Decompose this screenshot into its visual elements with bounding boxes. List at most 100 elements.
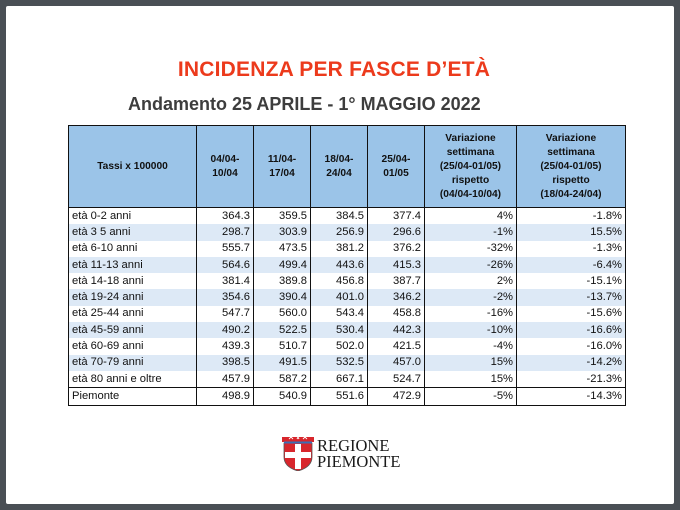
table-row: età 45-59 anni 490.2 522.5 530.4 442.3 -10% -1… xyxy=(68,322,626,339)
table-body: età 0-2 anni 364.3 359.5 384.5 377.4 4% -1.8% e… xyxy=(68,207,626,406)
table-cell: 384.5 xyxy=(310,207,368,225)
table-cell: 387.7 xyxy=(367,273,425,290)
table-cell: 456.8 xyxy=(310,273,368,290)
table-cell: 381.2 xyxy=(310,240,368,257)
table-row: Piemonte 498.9 540.9 551.6 472.9 -5% -14.3% xyxy=(68,387,626,406)
table-cell: 4% xyxy=(424,207,517,225)
row-label: età 60-69 anni xyxy=(68,338,197,355)
header-cell-rate: Tassi x 100000 xyxy=(68,125,197,208)
slide-title: INCIDENZA PER FASCE D’ETÀ xyxy=(177,58,491,81)
table-cell: 543.4 xyxy=(310,305,368,323)
table-row: età 70-79 anni 398.5 491.5 532.5 457.0 15% -14… xyxy=(68,354,626,371)
table-cell: 377.4 xyxy=(367,207,425,225)
table-cell: 540.9 xyxy=(253,387,311,406)
row-label: età 14-18 anni xyxy=(68,273,197,290)
table-cell: 359.5 xyxy=(253,207,311,225)
header-cell-week: 11/04- 17/04 xyxy=(253,125,311,208)
table-cell: -21.3% xyxy=(516,370,626,388)
table-row: età 3 5 anni 298.7 303.9 256.9 296.6 -1% 15.5% xyxy=(68,224,626,241)
header-cell-week: 25/04- 01/05 xyxy=(367,125,425,208)
table-cell: 439.3 xyxy=(196,338,254,355)
table-cell: 15% xyxy=(424,354,517,371)
table-cell: -2% xyxy=(424,289,517,306)
table-cell: 587.2 xyxy=(253,370,311,388)
table-cell: 389.8 xyxy=(253,273,311,290)
table-header-row: Tassi x 100000 04/04- 10/04 11/04- 17/04 18/0… xyxy=(68,125,626,208)
table-row: età 80 anni e oltre 457.9 587.2 667.1 524.7 1… xyxy=(68,370,626,388)
row-label: età 70-79 anni xyxy=(68,354,197,371)
table-cell: 491.5 xyxy=(253,354,311,371)
row-label: età 3 5 anni xyxy=(68,224,197,241)
table-cell: -10% xyxy=(424,322,517,339)
table-cell: 15.5% xyxy=(516,224,626,241)
table-row: età 14-18 anni 381.4 389.8 456.8 387.7 2% -15.… xyxy=(68,273,626,290)
table-cell: 510.7 xyxy=(253,338,311,355)
table-cell: 303.9 xyxy=(253,224,311,241)
header-cell-week: 04/04- 10/04 xyxy=(196,125,254,208)
table-cell: 547.7 xyxy=(196,305,254,323)
table-cell: 473.5 xyxy=(253,240,311,257)
table-cell: 522.5 xyxy=(253,322,311,339)
table-cell: 2% xyxy=(424,273,517,290)
table-cell: 398.5 xyxy=(196,354,254,371)
regione-piemonte-logo: REGIONE PIEMONTE xyxy=(282,437,400,471)
table-cell: -4% xyxy=(424,338,517,355)
row-label: Piemonte xyxy=(68,387,197,406)
table-cell: 296.6 xyxy=(367,224,425,241)
row-label: età 11-13 anni xyxy=(68,256,197,274)
table-row: età 0-2 anni 364.3 359.5 384.5 377.4 4% -1.8% xyxy=(68,207,626,225)
table-cell: 524.7 xyxy=(367,370,425,388)
table-cell: 364.3 xyxy=(196,207,254,225)
table-cell: 667.1 xyxy=(310,370,368,388)
table-cell: 457.9 xyxy=(196,370,254,388)
table-cell: 502.0 xyxy=(310,338,368,355)
incidence-table: Tassi x 100000 04/04- 10/04 11/04- 17/04 18/0… xyxy=(68,125,626,406)
slide-subtitle: Andamento 25 APRILE - 1° MAGGIO 2022 xyxy=(128,94,481,114)
table-cell: 532.5 xyxy=(310,354,368,371)
table-cell: -14.3% xyxy=(516,387,626,406)
row-label: età 6-10 anni xyxy=(68,240,197,257)
table-cell: 498.9 xyxy=(196,387,254,406)
piemonte-coat-of-arms-icon xyxy=(282,437,314,471)
table-cell: -26% xyxy=(424,256,517,274)
table-cell: 401.0 xyxy=(310,289,368,306)
table-cell: -16.0% xyxy=(516,338,626,355)
table-row: età 11-13 anni 564.6 499.4 443.6 415.3 -26% -6… xyxy=(68,256,626,274)
row-label: età 0-2 anni xyxy=(68,207,197,225)
table-cell: 442.3 xyxy=(367,322,425,339)
header-cell-variation: Variazione settimana (25/04-01/05) rispetto… xyxy=(516,125,626,208)
table-cell: 564.6 xyxy=(196,256,254,274)
row-label: età 19-24 anni xyxy=(68,289,197,306)
logo-line-regione: REGIONE xyxy=(317,436,390,455)
table-cell: -16% xyxy=(424,305,517,323)
row-label: età 45-59 anni xyxy=(68,322,197,339)
table-cell: 415.3 xyxy=(367,256,425,274)
header-cell-week: 18/04- 24/04 xyxy=(310,125,368,208)
table-row: età 25-44 anni 547.7 560.0 543.4 458.8 -16% -1… xyxy=(68,305,626,323)
table-cell: 354.6 xyxy=(196,289,254,306)
table-cell: 381.4 xyxy=(196,273,254,290)
table-cell: 560.0 xyxy=(253,305,311,323)
table-cell: 457.0 xyxy=(367,354,425,371)
table-cell: 458.8 xyxy=(367,305,425,323)
header-cell-variation: Variazione settimana (25/04-01/05) rispetto… xyxy=(424,125,517,208)
table-cell: -15.6% xyxy=(516,305,626,323)
table-row: età 60-69 anni 439.3 510.7 502.0 421.5 -4% -16… xyxy=(68,338,626,355)
table-cell: 15% xyxy=(424,370,517,388)
table-cell: 346.2 xyxy=(367,289,425,306)
table-cell: 490.2 xyxy=(196,322,254,339)
row-label: età 25-44 anni xyxy=(68,305,197,323)
table-cell: 443.6 xyxy=(310,256,368,274)
table-cell: -5% xyxy=(424,387,517,406)
table-cell: 555.7 xyxy=(196,240,254,257)
table-cell: -6.4% xyxy=(516,256,626,274)
table-cell: -1% xyxy=(424,224,517,241)
table-cell: 551.6 xyxy=(310,387,368,406)
table-cell: 298.7 xyxy=(196,224,254,241)
table-cell: 530.4 xyxy=(310,322,368,339)
table-row: età 19-24 anni 354.6 390.4 401.0 346.2 -2% -13… xyxy=(68,289,626,306)
table-cell: -32% xyxy=(424,240,517,257)
row-label: età 80 anni e oltre xyxy=(68,370,197,388)
table-cell: 421.5 xyxy=(367,338,425,355)
table-cell: 472.9 xyxy=(367,387,425,406)
